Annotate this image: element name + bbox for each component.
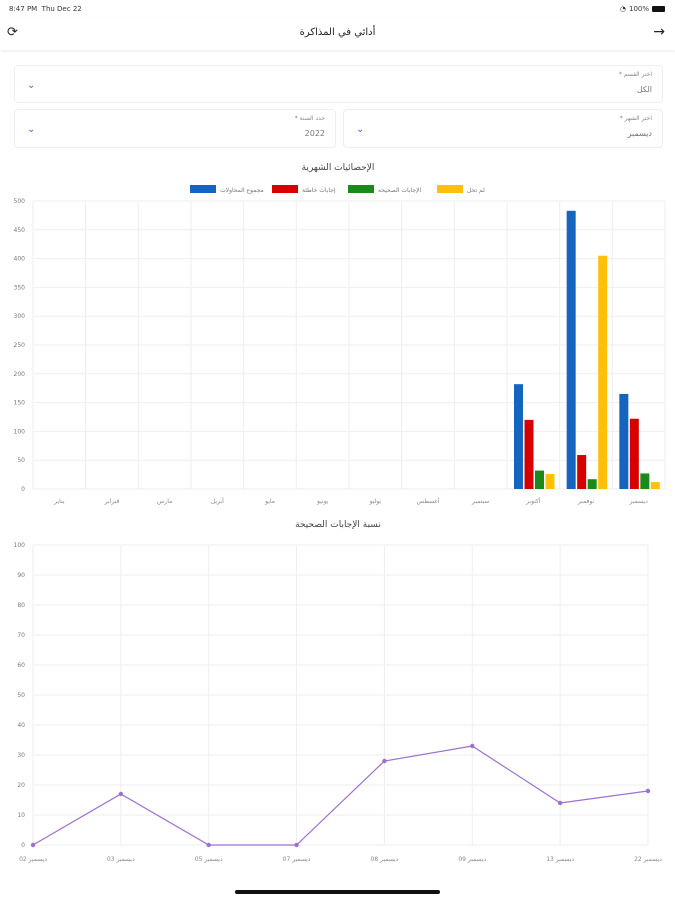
data-point [30, 842, 36, 848]
section-value: الكل [636, 85, 652, 94]
home-indicator [235, 890, 440, 894]
legend-swatch [437, 185, 463, 193]
y-tick-label: 50 [17, 692, 25, 699]
x-tick-label: أبريل [211, 497, 224, 505]
y-tick-label: 300 [14, 313, 26, 320]
bar [619, 393, 629, 489]
year-select[interactable]: حدد السنة * 2022 ⌄ [14, 109, 336, 148]
y-tick-label: 200 [14, 371, 26, 378]
bar [535, 470, 544, 489]
legend-label: مجموع المحاولات [220, 187, 264, 194]
legend-label: الإجابات الصحيحة [378, 187, 421, 194]
y-tick-label: 350 [14, 284, 26, 291]
x-tick-label: 08 ديسمبر [371, 856, 399, 863]
y-tick-label: 50 [17, 457, 25, 464]
date: Thu Dec 22 [41, 5, 82, 13]
data-point [557, 800, 563, 806]
x-tick-label: أغسطس [417, 497, 440, 505]
back-arrow-icon[interactable]: → [653, 24, 665, 40]
y-tick-label: 0 [21, 842, 25, 849]
data-point [470, 743, 475, 749]
y-tick-label: 30 [17, 752, 25, 759]
x-tick-label: يوليو [369, 498, 382, 505]
x-tick-label: فبراير [104, 498, 120, 505]
chevron-down-icon: ⌄ [27, 80, 36, 91]
x-tick-label: 05 ديسمبر [195, 856, 223, 863]
x-tick-label: 02 ديسمبر [19, 856, 47, 863]
year-value: 2022 [304, 129, 325, 138]
y-tick-label: 70 [17, 632, 25, 639]
x-tick-label: 13 ديسمبر [546, 856, 574, 863]
bar [598, 255, 608, 489]
y-tick-label: 450 [14, 227, 26, 234]
chevron-down-icon: ⌄ [356, 124, 365, 135]
month-value: ديسمبر [627, 129, 652, 138]
battery-percent: 100% [628, 5, 649, 13]
x-tick-label: 07 ديسمبر [283, 856, 311, 863]
y-tick-label: 90 [17, 572, 25, 579]
status-bar: 8:47 PM Thu Dec 22 ◔ 100% [0, 0, 675, 18]
y-tick-label: 100 [14, 542, 26, 549]
y-tick-label: 0 [21, 486, 25, 493]
month-label: اختر الشهر * [619, 115, 652, 122]
legend-label: إجابات خاطئة [302, 187, 336, 194]
y-tick-label: 150 [14, 400, 26, 407]
legend-label: لم تحل [467, 187, 485, 194]
bar [566, 210, 576, 490]
line-series [32, 745, 649, 846]
x-tick-label: 22 ديسمبر [634, 856, 662, 863]
x-tick-label: يونيو [316, 498, 329, 505]
status-time: 8:47 PM Thu Dec 22 [9, 5, 82, 13]
year-label: حدد السنة * [294, 115, 325, 122]
section-select[interactable]: اختر القسم * الكل ⌄ [14, 65, 663, 103]
status-right: ◔ 100% [620, 5, 665, 13]
x-tick-label: يناير [53, 498, 65, 505]
bar [545, 474, 555, 489]
y-tick-label: 500 [14, 198, 26, 205]
x-tick-label: 09 ديسمبر [458, 856, 486, 863]
y-tick-label: 100 [14, 428, 26, 435]
data-point [118, 791, 124, 797]
x-tick-label: نوفمبر [577, 498, 595, 505]
legend-swatch [272, 185, 298, 193]
legend-swatch [190, 185, 216, 193]
refresh-icon[interactable]: ⟳ [7, 25, 18, 40]
y-tick-label: 40 [17, 722, 25, 729]
bar [650, 482, 660, 489]
data-point [294, 842, 299, 848]
bar [587, 479, 597, 489]
battery-icon [652, 6, 665, 12]
legend-swatch [348, 185, 374, 193]
data-point [645, 788, 651, 794]
time: 8:47 PM [9, 5, 38, 13]
bar [629, 418, 639, 489]
y-tick-label: 80 [17, 602, 25, 609]
wifi-icon: ◔ [619, 5, 626, 13]
y-tick-label: 400 [14, 256, 26, 263]
section-label: اختر القسم * [618, 71, 652, 78]
line-chart-title: نسبة الإجابات الصحيحة [295, 520, 381, 530]
chevron-down-icon: ⌄ [27, 124, 36, 135]
bar [514, 384, 523, 489]
x-tick-label: 03 ديسمبر [107, 856, 135, 863]
x-tick-label: ديسمبر [629, 498, 649, 505]
data-point [206, 842, 211, 848]
y-tick-label: 20 [17, 782, 25, 789]
data-point [382, 758, 387, 764]
bar [524, 419, 534, 489]
x-tick-label: أكتوبر [525, 497, 541, 505]
y-tick-label: 250 [14, 342, 26, 349]
y-tick-label: 10 [17, 812, 25, 819]
month-select[interactable]: اختر الشهر * ديسمبر ⌄ [343, 109, 663, 148]
y-tick-label: 60 [17, 662, 25, 669]
bar [640, 473, 650, 489]
page-title: أدائي في المذاكرة [299, 27, 376, 38]
bar [577, 455, 587, 489]
x-tick-label: مايو [264, 498, 275, 505]
x-tick-label: سبتمبر [471, 498, 489, 505]
bar-chart-title: الإحصائيات الشهرية [302, 163, 375, 173]
x-tick-label: مارس [157, 498, 172, 505]
app-bar: ⟳ أدائي في المذاكرة → [0, 18, 675, 50]
